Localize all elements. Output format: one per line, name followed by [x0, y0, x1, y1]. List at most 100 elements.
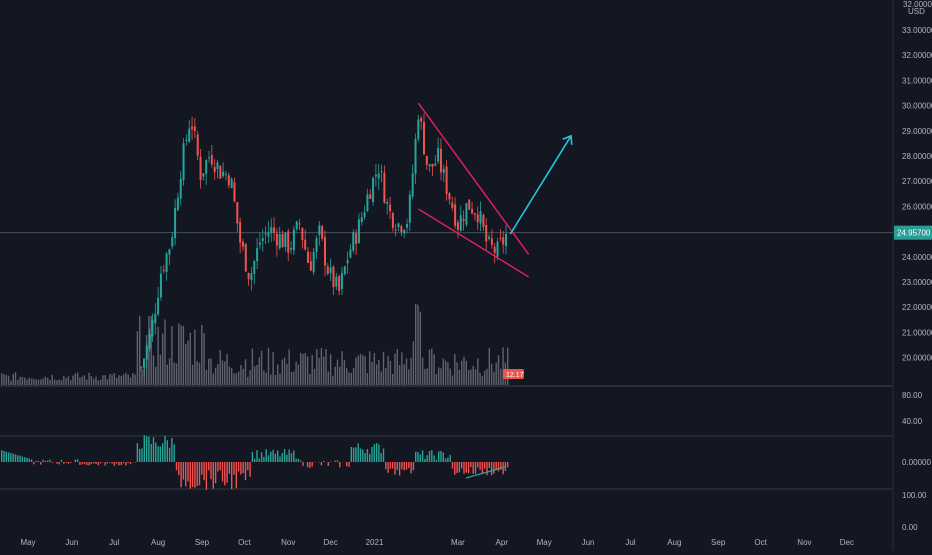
- candle-body[interactable]: [415, 139, 417, 174]
- candle-body[interactable]: [491, 238, 493, 245]
- candle-body[interactable]: [183, 143, 185, 180]
- candle-body[interactable]: [392, 213, 394, 228]
- candle-body[interactable]: [403, 230, 405, 233]
- candle-body[interactable]: [395, 230, 397, 231]
- candle-body[interactable]: [290, 248, 292, 250]
- candle-body[interactable]: [341, 273, 343, 289]
- candle-body[interactable]: [253, 261, 255, 274]
- candle-body[interactable]: [154, 314, 156, 323]
- candle-body[interactable]: [310, 261, 312, 270]
- candle-body[interactable]: [494, 247, 496, 253]
- candle-body[interactable]: [282, 234, 284, 247]
- candle-body[interactable]: [358, 219, 360, 243]
- candle-body[interactable]: [200, 157, 202, 180]
- candle-body[interactable]: [194, 126, 196, 130]
- candle-body[interactable]: [426, 156, 428, 165]
- candle-body[interactable]: [409, 195, 411, 223]
- candle-body[interactable]: [446, 167, 448, 194]
- candle-body[interactable]: [174, 208, 176, 238]
- candle-body[interactable]: [301, 228, 303, 240]
- candle-body[interactable]: [140, 367, 142, 368]
- candle-body[interactable]: [160, 274, 162, 298]
- candle-body[interactable]: [420, 118, 422, 121]
- candle-body[interactable]: [451, 203, 453, 208]
- candle-body[interactable]: [471, 209, 473, 213]
- candle-body[interactable]: [381, 171, 383, 172]
- candle-body[interactable]: [146, 345, 148, 359]
- candle-body[interactable]: [443, 169, 445, 173]
- candle-body[interactable]: [369, 194, 371, 199]
- candle-body[interactable]: [262, 238, 264, 241]
- candle-body[interactable]: [344, 267, 346, 274]
- candle-body[interactable]: [378, 174, 380, 179]
- candle-body[interactable]: [355, 233, 357, 244]
- candle-body[interactable]: [372, 178, 374, 202]
- candle-body[interactable]: [304, 240, 306, 250]
- candle-body[interactable]: [191, 127, 193, 130]
- candle-body[interactable]: [265, 233, 267, 234]
- candle-body[interactable]: [168, 249, 170, 254]
- candle-body[interactable]: [465, 203, 467, 224]
- candle-body[interactable]: [236, 202, 238, 223]
- candle-body[interactable]: [338, 276, 340, 291]
- candle-body[interactable]: [279, 234, 281, 248]
- candle-body[interactable]: [477, 214, 479, 222]
- candle-body[interactable]: [488, 237, 490, 239]
- candle-body[interactable]: [412, 173, 414, 196]
- candle-body[interactable]: [460, 215, 462, 230]
- candle-body[interactable]: [313, 252, 315, 272]
- candle-body[interactable]: [375, 175, 377, 177]
- candle-body[interactable]: [287, 231, 289, 252]
- candle-body[interactable]: [270, 227, 272, 233]
- candle-body[interactable]: [284, 233, 286, 248]
- candle-body[interactable]: [440, 149, 442, 173]
- candle-body[interactable]: [474, 214, 476, 215]
- candle-body[interactable]: [448, 193, 450, 199]
- projection-arrow-shaft[interactable]: [510, 136, 571, 234]
- candle-body[interactable]: [233, 182, 235, 201]
- candle-body[interactable]: [217, 162, 219, 169]
- candle-body[interactable]: [205, 160, 207, 173]
- candle-body[interactable]: [330, 267, 332, 272]
- candle-body[interactable]: [502, 237, 504, 244]
- candle-body[interactable]: [239, 222, 241, 243]
- candle-body[interactable]: [293, 230, 295, 251]
- candle-body[interactable]: [335, 277, 337, 287]
- candle-body[interactable]: [256, 248, 258, 261]
- candle-body[interactable]: [307, 252, 309, 263]
- candle-body[interactable]: [248, 273, 250, 279]
- candle-body[interactable]: [267, 232, 269, 236]
- candle-body[interactable]: [386, 202, 388, 204]
- candle-body[interactable]: [185, 140, 187, 141]
- wedge-lower-line[interactable]: [418, 209, 528, 277]
- candle-body[interactable]: [352, 232, 354, 250]
- candle-body[interactable]: [505, 234, 507, 246]
- candle-body[interactable]: [296, 222, 298, 229]
- candle-body[interactable]: [398, 223, 400, 227]
- candle-body[interactable]: [225, 174, 227, 175]
- candle-body[interactable]: [151, 320, 153, 337]
- candle-body[interactable]: [197, 134, 199, 155]
- candle-body[interactable]: [163, 270, 165, 271]
- candle-body[interactable]: [299, 223, 301, 224]
- candle-body[interactable]: [485, 225, 487, 242]
- candle-body[interactable]: [188, 129, 190, 142]
- candle-body[interactable]: [332, 267, 334, 287]
- candle-body[interactable]: [457, 223, 459, 230]
- candle-body[interactable]: [143, 359, 145, 368]
- candle-body[interactable]: [499, 238, 501, 239]
- candle-body[interactable]: [231, 179, 233, 188]
- candle-body[interactable]: [228, 175, 230, 185]
- candle-body[interactable]: [480, 211, 482, 223]
- candle-body[interactable]: [482, 215, 484, 227]
- candle-body[interactable]: [400, 226, 402, 232]
- candle-body[interactable]: [273, 227, 275, 233]
- candle-body[interactable]: [389, 205, 391, 211]
- candle-body[interactable]: [383, 173, 385, 203]
- candle-body[interactable]: [431, 164, 433, 167]
- candle-body[interactable]: [437, 148, 439, 162]
- candle-body[interactable]: [423, 122, 425, 154]
- candle-body[interactable]: [214, 167, 216, 172]
- candle-body[interactable]: [463, 219, 465, 221]
